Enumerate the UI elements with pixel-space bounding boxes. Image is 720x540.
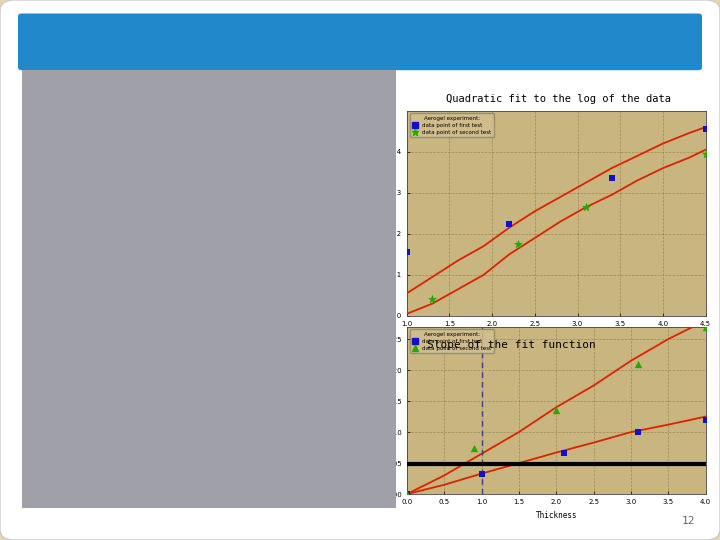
Text: Quadratic fit to the log of the data: Quadratic fit to the log of the data bbox=[446, 93, 670, 104]
Text: $\lambda_{abs}$= - x/ln(I-I$_{dark}$/I$_o$-I$_{dark}$): $\lambda_{abs}$= - x/ln(I-I$_{dark}$/I$_… bbox=[104, 411, 246, 426]
Point bbox=[633, 428, 644, 436]
Point bbox=[427, 295, 438, 304]
Point bbox=[580, 203, 592, 212]
X-axis label: Thickness: Thickness bbox=[536, 510, 577, 519]
Text: length.: length. bbox=[40, 411, 122, 421]
Point bbox=[700, 150, 711, 158]
Point bbox=[512, 240, 523, 248]
Text: Literature value: Literature value bbox=[209, 476, 317, 487]
Point bbox=[476, 469, 487, 478]
X-axis label: Thickness: Thickness bbox=[536, 332, 577, 341]
Point bbox=[700, 415, 711, 424]
Text: Data Analysis: Data Analysis bbox=[39, 32, 228, 56]
Point bbox=[700, 322, 711, 331]
Point bbox=[551, 406, 562, 415]
Point bbox=[503, 219, 515, 228]
Point bbox=[606, 174, 618, 183]
Point bbox=[401, 490, 413, 498]
Point bbox=[401, 490, 413, 498]
Y-axis label: -log(I/I₀-d): -log(I/I₀-d) bbox=[379, 188, 385, 239]
Legend: data point of first test, data point of second test: data point of first test, data point of … bbox=[410, 329, 494, 353]
Point bbox=[468, 443, 480, 452]
Text: Comparison of the slopes of the
best fit to the data and the
literature value.
 : Comparison of the slopes of the best fit… bbox=[40, 280, 234, 336]
Text: Based on literature abs. length
should be independent of
thickness and expected : Based on literature abs. length should b… bbox=[40, 97, 234, 153]
Y-axis label: dy/dx: dy/dx bbox=[374, 400, 381, 421]
Point bbox=[401, 248, 413, 256]
Point bbox=[558, 448, 570, 457]
Text: We have measured at 400nm.: We have measured at 400nm. bbox=[40, 232, 203, 242]
Text: 12: 12 bbox=[681, 516, 695, 526]
Legend: data point of first test, data point of second test: data point of first test, data point of … bbox=[410, 113, 494, 137]
Point bbox=[700, 125, 711, 133]
Point bbox=[633, 360, 644, 368]
Text: Slope of the fit function: Slope of the fit function bbox=[427, 340, 595, 350]
